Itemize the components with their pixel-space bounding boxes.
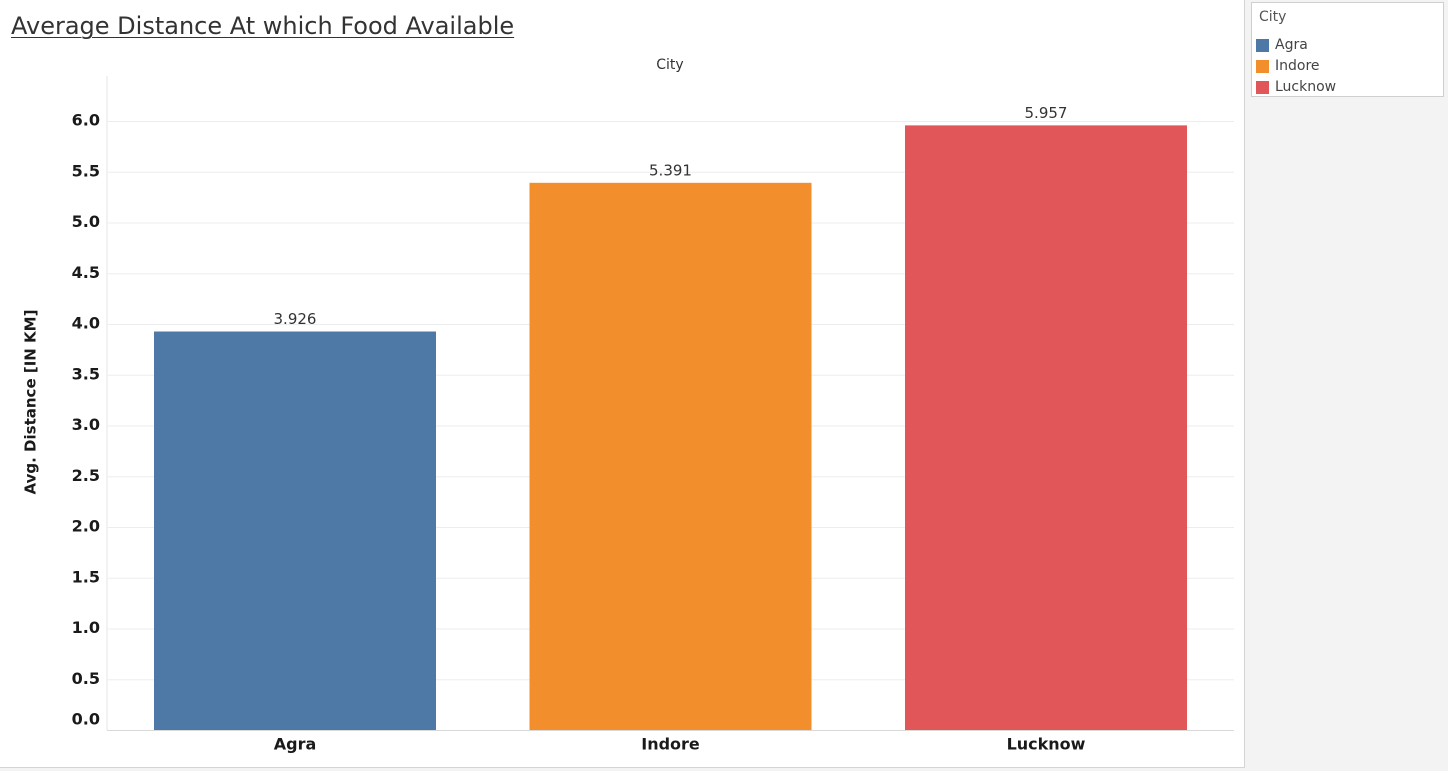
legend-label: Indore	[1275, 58, 1320, 74]
y-tick-label: 4.0	[72, 314, 100, 333]
data-label: 3.926	[274, 310, 317, 328]
y-tick-label: 0.5	[72, 669, 100, 688]
x-tick-label: Lucknow	[1007, 735, 1086, 754]
y-tick-label: 3.5	[72, 364, 100, 383]
y-axis-label: Avg. Distance [IN KM]	[22, 310, 40, 495]
y-tick-label: 3.0	[72, 415, 100, 434]
legend-title: City	[1259, 9, 1287, 25]
y-tick-label: 2.0	[72, 517, 100, 536]
y-tick-label: 5.5	[72, 161, 100, 180]
bar-lucknow[interactable]	[905, 125, 1187, 730]
legend-label: Lucknow	[1275, 79, 1337, 95]
y-tick-label: 4.5	[72, 263, 100, 282]
y-tick-label: 1.0	[72, 618, 100, 637]
x-tick-label: Indore	[641, 735, 700, 754]
legend-swatch	[1256, 80, 1269, 94]
legend-swatch	[1256, 38, 1269, 52]
legend-item-lucknow[interactable]: Lucknow	[1256, 77, 1336, 97]
x-tick-label: Agra	[274, 735, 317, 754]
y-tick-label: 2.5	[72, 466, 100, 485]
bar-chart: 0.0 0.5 1.0 1.5 2.0 2.5 3.0 3.5 4.0 4.5 5.0 5.5 6.0 C…	[22, 57, 1234, 754]
chart-title[interactable]: Average Distance At which Food Available	[11, 12, 515, 40]
legend-label: Agra	[1275, 37, 1308, 53]
chart-panel: Average Distance At which Food Available…	[0, 0, 1245, 768]
y-tick-label: 5.0	[72, 212, 100, 231]
data-label: 5.957	[1025, 104, 1068, 122]
legend-item-indore[interactable]: Indore	[1256, 56, 1320, 76]
y-tick-label: 6.0	[72, 111, 100, 130]
bar-agra[interactable]	[154, 331, 436, 730]
legend: City Agra Indore Lucknow	[1251, 2, 1444, 97]
y-tick-label: 0.0	[72, 710, 100, 729]
legend-item-agra[interactable]: Agra	[1256, 35, 1308, 55]
y-tick-label: 1.5	[72, 567, 100, 586]
column-header: City	[656, 57, 683, 73]
data-label: 5.391	[649, 161, 692, 179]
legend-swatch	[1256, 59, 1269, 73]
bar-indore[interactable]	[529, 182, 812, 731]
